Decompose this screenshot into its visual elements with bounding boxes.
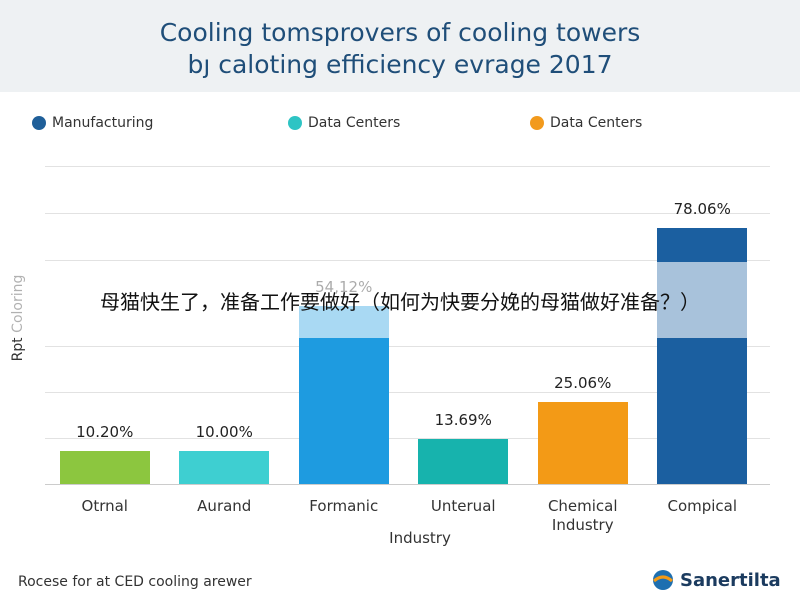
value-label: 25.06% xyxy=(554,373,612,392)
baseline xyxy=(45,484,770,485)
x-tick-label: Chemical Industry xyxy=(547,497,618,534)
x-tick-label: Otrnal xyxy=(81,497,128,515)
value-label: 10.20% xyxy=(76,422,134,441)
footer: Rocese for at CED cooling arewer xyxy=(18,574,252,590)
overlay-banner: 母猫快生了，准备工作要做好（如何为快要分娩的母猫做好准备？） xyxy=(0,262,800,338)
x-tick-label: Formanic xyxy=(309,497,379,515)
bar xyxy=(537,401,628,484)
value-label: 10.00% xyxy=(195,423,253,442)
header-band xyxy=(0,0,800,92)
grid-line xyxy=(45,438,770,439)
legend-label: Data Centers xyxy=(308,115,401,131)
legend-item: Manufacturing xyxy=(32,114,153,132)
legend-swatch xyxy=(32,116,46,130)
bar xyxy=(59,450,150,484)
x-tick-label: Unterual xyxy=(430,497,496,515)
bar xyxy=(179,451,270,484)
grid-line xyxy=(45,346,770,347)
legend-swatch xyxy=(530,116,544,130)
brand: Sanertilta xyxy=(650,569,781,591)
x-tick-label: Aurand xyxy=(197,497,252,515)
legend-swatch xyxy=(288,116,302,130)
bar xyxy=(418,439,509,484)
brand-logo xyxy=(653,570,673,590)
brand-name: Sanertilta xyxy=(680,569,781,591)
value-label: 13.69% xyxy=(434,411,492,430)
legend-label: Manufacturing xyxy=(52,115,154,131)
overlay-text: 母猫快生了，准备工作要做好（如何为快要分娩的母猫做好准备？） xyxy=(100,289,700,314)
chart-title: Cooling tomsprovers of cooling towers xyxy=(159,18,641,47)
grid-line xyxy=(45,166,770,167)
grid-line xyxy=(45,392,770,393)
legend-label: Data Centers xyxy=(550,115,643,131)
value-label: 78.06% xyxy=(673,199,731,218)
grid-line xyxy=(45,260,770,261)
legend-item: Data Centers xyxy=(530,114,642,132)
legend-item: Data Centers xyxy=(288,114,400,132)
x-tick-label: Compical xyxy=(667,497,738,515)
grid-line xyxy=(45,213,770,214)
x-axis-label: Industry xyxy=(389,529,451,547)
chart-subtitle: bȷ caloting efficiency evrage 2017 xyxy=(187,50,613,79)
